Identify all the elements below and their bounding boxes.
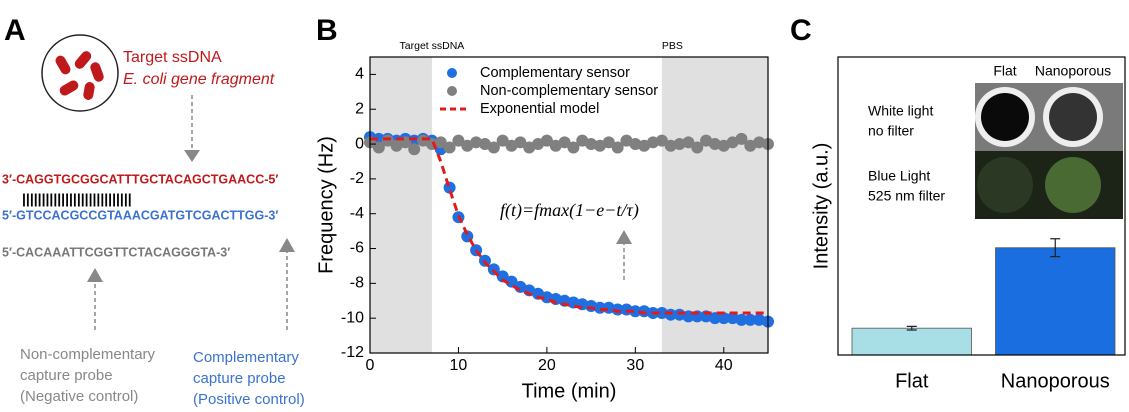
data-point [558,136,571,149]
comp-label: (Positive control) [193,391,305,407]
y-tick-label: -6 [350,240,364,257]
comp-label: Complementary [193,349,299,366]
data-point [708,312,721,325]
target-title: Target ssDNA [123,49,222,66]
noncomp-label: (Negative control) [20,388,138,405]
formula-arrowhead [616,230,632,244]
data-point [655,134,668,147]
inset-row-label: 525 nm filter [868,188,945,204]
y-tick-label: -10 [341,309,364,326]
inset-row-label: Blue Light [868,168,930,184]
data-point [452,134,465,147]
x-tick-label: 40 [715,357,733,374]
data-point [682,136,695,149]
x-tick-label: 10 [450,357,468,374]
inset-row-label: White light [868,103,933,119]
bar [995,247,1116,356]
x-tick-label: 30 [626,357,644,374]
data-point [735,132,748,145]
x-tick-label: 20 [538,357,556,374]
x-tick-label: 0 [366,357,375,374]
legend-marker [447,68,457,78]
data-point [514,136,527,149]
data-point [611,141,624,154]
noncomp-label: Non-complementary [20,346,156,363]
x-tick-label: Nanoporous [1001,370,1110,392]
model-line [370,137,768,315]
y-tick-label: -8 [350,275,364,292]
data-point [717,312,730,325]
well-blue [977,157,1033,213]
panel-label: C [790,14,812,47]
inset-column: Flat [993,63,1016,79]
y-tick-label: 0 [355,135,364,152]
legend-label: Complementary sensor [480,65,630,81]
x-axis-label: Time (min) [522,380,617,402]
panel-b: B Target ssDNA PBS 0 10 20 30 40 -12 -10 -8 -6 -4 -2 0… [315,14,774,402]
data-point [735,313,748,326]
panel-c: C Flat Nanoporous Intensity (a.u.) Flat Nanop… [790,14,1126,392]
data-point [496,134,509,147]
y-tick-label: 2 [355,100,364,117]
error-bar [1050,238,1061,258]
bar [851,327,972,356]
inset-row-label: no filter [868,123,914,139]
data-point [434,136,447,149]
y-tick-label: -12 [341,344,364,361]
pairs: |||||||||||||||||||||||||||| [22,191,132,207]
data-point [602,136,615,149]
data-point [691,141,704,154]
formula: f(t)=fmax(1−e−t/τ) [500,200,639,221]
annotation: Target ssDNA [400,40,465,52]
data-point [505,275,518,288]
y-axis-label: Frequency (Hz) [315,136,337,274]
panel-label: B [316,14,338,47]
y-tick-label: -2 [350,170,364,187]
target-sub: E. coli gene fragment [123,71,275,88]
annotation: PBS [662,40,683,52]
data-point [540,134,553,147]
seq-comp: 5′-GTCCACGCCGTAAACGATGTCGACTTGG-3′ [2,208,278,222]
data-point [567,141,580,154]
data-point [443,141,456,154]
seq-target: 3′-CAGGTGCGGCATTTGCTACAGCTGAACC-5′ [2,172,278,186]
arrowheads [87,150,295,282]
bacteria-circle [41,34,119,112]
data-point [408,143,421,156]
y-tick-label: -4 [350,205,364,222]
panel-label: A [4,14,26,47]
well-inner [981,93,1029,141]
comp-label: capture probe [193,370,286,387]
legend-label: Non-complementary sensor [480,83,658,99]
panel-a: A Target ssDNA E. coli gene fragment 3′-CAG… [2,14,305,408]
inset-column: Nanoporous [1035,63,1111,79]
bacteria [55,51,104,100]
x-tick-label: Flat [895,370,929,392]
data-point [487,141,500,154]
noncomp-label: capture probe [20,367,113,384]
data-point [496,270,509,283]
well-inner [1049,93,1097,141]
plot-frame [837,56,1126,356]
data-point [629,305,642,318]
arrows [94,95,288,330]
y-axis-label: Intensity (a.u.) [810,143,832,270]
well-blue [1045,157,1101,213]
error-bar [906,325,917,331]
data-point [744,313,757,326]
legend-label: Exponential model [480,101,599,117]
seq-noncomp: 5′-CACAAATTCGGTTCTACAGGGTA-3′ [2,245,230,259]
plot-frame [369,56,769,354]
y-tick-label: 4 [355,66,364,83]
shaded-region [370,57,432,353]
shaded-region [661,57,768,353]
legend-marker [447,86,457,96]
